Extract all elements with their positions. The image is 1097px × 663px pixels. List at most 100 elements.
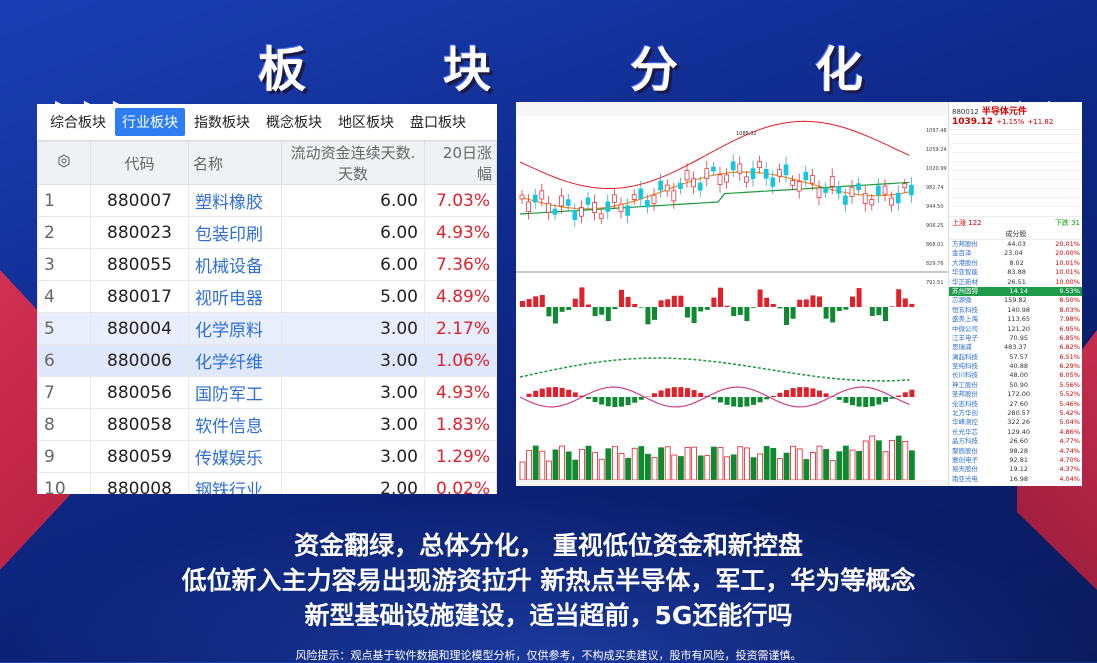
volume-bar [573,460,578,480]
stock-chart[interactable]: 1097.481059.241020.99982.74944.50906.258… [516,102,948,486]
header-pct[interactable]: 20日涨幅 [425,142,497,185]
wave-bar [606,397,611,406]
wave-bar [909,390,914,397]
constituent-c: 5.52% [1059,390,1080,399]
tab-comprehensive[interactable]: 综合板块 [43,108,113,136]
constituent-c: 5.42% [1059,409,1080,418]
settings-icon[interactable] [38,142,91,185]
candle [909,185,913,195]
constituent-c: 8.03% [1059,306,1080,315]
candle [692,179,696,187]
flow-bar [626,297,631,307]
row-index: 6 [38,345,91,377]
candle [890,198,894,205]
row-name: 国防军工 [189,377,282,409]
header-name[interactable]: 名称 [189,142,282,185]
title-char-3: 分 [630,30,678,100]
summary-text: 资金翻绿，总体分化， 重视低位资金和新控盘 低位新入主力容易出现游资拉升 新热点… [0,528,1097,633]
sector-change: +1.15% [996,118,1024,126]
row-name: 钢铁行业 [189,473,282,495]
flow-bar [553,307,558,324]
wave-bar [797,387,802,397]
row-index: 1 [38,185,91,217]
volume-bar [711,447,716,480]
row-days: 3.00 [282,313,425,345]
volume-bar [804,459,809,480]
volume-bar [797,449,802,480]
header-days[interactable]: 流动资金连续天数.天数 [282,142,425,185]
candle [744,177,748,182]
flow-bar [738,307,743,315]
wave-bar [870,397,875,406]
constituent-c: 8.50% [1059,296,1080,305]
row-pct: 7.36% [425,249,497,281]
candle [810,176,814,184]
flow-bar [784,307,789,325]
constituent-p: 48.00 [1009,371,1028,380]
price-tick: 1097.48 [926,128,947,134]
constituent-n: 苏州固锝 [952,287,978,296]
candle [652,195,656,204]
flow-bar [804,299,809,307]
constituent-c: 5.04% [1059,418,1080,427]
tab-concept[interactable]: 概念板块 [259,108,329,136]
flow-bar [890,306,895,307]
tab-industry[interactable]: 行业板块 [115,108,185,136]
candle [830,176,834,186]
tab-index[interactable]: 指数板块 [187,108,257,136]
header-code[interactable]: 代码 [91,142,189,185]
flow-bar [896,289,901,307]
constituent-n: 雅创电子 [952,456,978,465]
candle [626,206,630,216]
tab-market[interactable]: 盘口板块 [403,108,473,136]
flow-bar [843,307,848,310]
summary-line-2: 低位新入主力容易出现游资拉升 新热点半导体，军工，华为等概念 [0,563,1097,598]
constituent-p: 483.37 [1004,343,1027,352]
tab-region[interactable]: 地区板块 [331,108,401,136]
constituent-p: 16.98 [1009,475,1028,484]
volume-bar [784,453,789,480]
candle [685,171,689,180]
wave-bar [645,396,650,397]
wave-bar [738,397,743,407]
constituent-p: 8.02 [1009,259,1023,268]
constituent-p: 70.95 [1009,334,1028,343]
candle [645,200,649,207]
